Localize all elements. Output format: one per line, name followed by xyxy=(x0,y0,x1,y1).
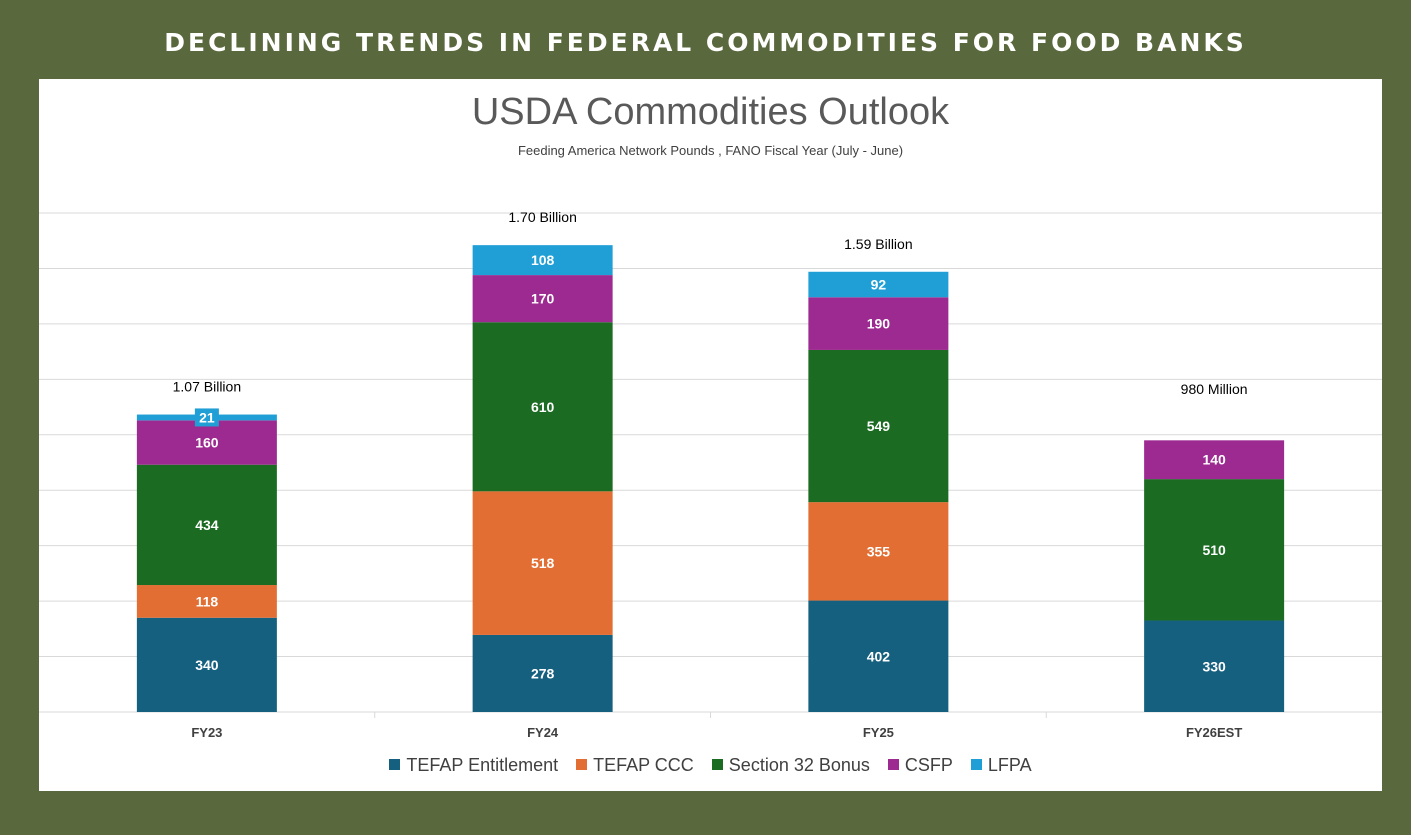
data-label: 340 xyxy=(195,657,219,673)
data-label: 160 xyxy=(195,435,219,451)
chart-legend: TEFAP Entitlement TEFAP CCC Section 32 Bon… xyxy=(39,755,1382,776)
legend-swatch xyxy=(887,759,899,770)
x-tick-label: FY23 xyxy=(191,725,222,740)
bar-segment xyxy=(808,600,949,712)
data-label: 434 xyxy=(195,517,219,533)
total-label: 1.59 Billion xyxy=(844,236,913,252)
bar-segment xyxy=(1144,479,1285,621)
chart-title: USDA Commodities Outlook xyxy=(471,91,950,133)
data-label: 510 xyxy=(1202,542,1226,558)
x-tick-label: FY26EST xyxy=(1186,725,1242,740)
data-label: 108 xyxy=(531,252,555,268)
legend-label: TEFAP Entitlement xyxy=(406,755,559,775)
legend-swatch xyxy=(970,759,982,770)
banner-title: DECLINING TRENDS IN FEDERAL COMMODITIES … xyxy=(164,28,1247,57)
x-tick-label: FY25 xyxy=(863,725,894,740)
bar-segment xyxy=(1144,620,1285,712)
bar-segment xyxy=(472,275,613,323)
data-label: 518 xyxy=(531,555,555,571)
legend-item: TEFAP CCC xyxy=(576,755,694,776)
legend-label: CSFP xyxy=(904,755,953,775)
bar-segment xyxy=(808,502,949,601)
bar-segment xyxy=(472,491,613,635)
bar-segment xyxy=(472,634,613,712)
legend-swatch xyxy=(711,759,723,770)
chart-plot: 340 118 434 160 21 FY23 1.07 Billion 278 518 610 1… xyxy=(39,209,1382,740)
x-tick-label: FY24 xyxy=(527,725,559,740)
bar-segment xyxy=(136,464,277,586)
bar-segment xyxy=(136,585,277,618)
legend-item: LFPA xyxy=(970,755,1032,776)
data-label-box xyxy=(194,408,219,427)
total-label: 1.07 Billion xyxy=(173,379,242,395)
legend-label: TEFAP CCC xyxy=(593,755,694,775)
legend-item: CSFP xyxy=(887,755,953,776)
bar-segment xyxy=(1144,440,1285,480)
data-label: 170 xyxy=(531,291,555,307)
legend-label: LFPA xyxy=(987,755,1032,775)
legend-label: Section 32 Bonus xyxy=(728,755,870,775)
total-label: 1.70 Billion xyxy=(508,209,577,225)
legend-swatch xyxy=(389,759,401,770)
total-label: 980 Million xyxy=(1181,381,1248,397)
data-label: 278 xyxy=(531,665,555,681)
legend-item: TEFAP Entitlement xyxy=(389,755,558,776)
bar-segment xyxy=(136,617,277,712)
chart-panel: 340 118 434 160 21 FY23 1.07 Billion 278 518 610 1… xyxy=(39,79,1382,791)
data-label: 92 xyxy=(871,277,887,293)
data-label: 549 xyxy=(867,418,891,434)
data-label: 402 xyxy=(867,648,891,664)
bar-segment xyxy=(808,297,949,350)
bar-segment xyxy=(808,271,949,298)
data-label: 21 xyxy=(199,409,215,425)
data-label: 118 xyxy=(196,593,219,609)
bar-segment xyxy=(472,245,613,276)
data-label: 190 xyxy=(867,316,891,332)
chart-subtitle: Feeding America Network Pounds , FANO Fi… xyxy=(517,143,904,158)
data-label: 610 xyxy=(531,399,555,415)
data-label: 140 xyxy=(1202,452,1226,468)
data-label: 355 xyxy=(867,543,891,559)
legend-item: Section 32 Bonus xyxy=(711,755,870,776)
bar-segment xyxy=(136,420,277,465)
bar-segment xyxy=(472,322,613,492)
data-label: 330 xyxy=(1202,658,1226,674)
legend-swatch xyxy=(576,759,588,770)
bar-segment xyxy=(808,349,949,503)
